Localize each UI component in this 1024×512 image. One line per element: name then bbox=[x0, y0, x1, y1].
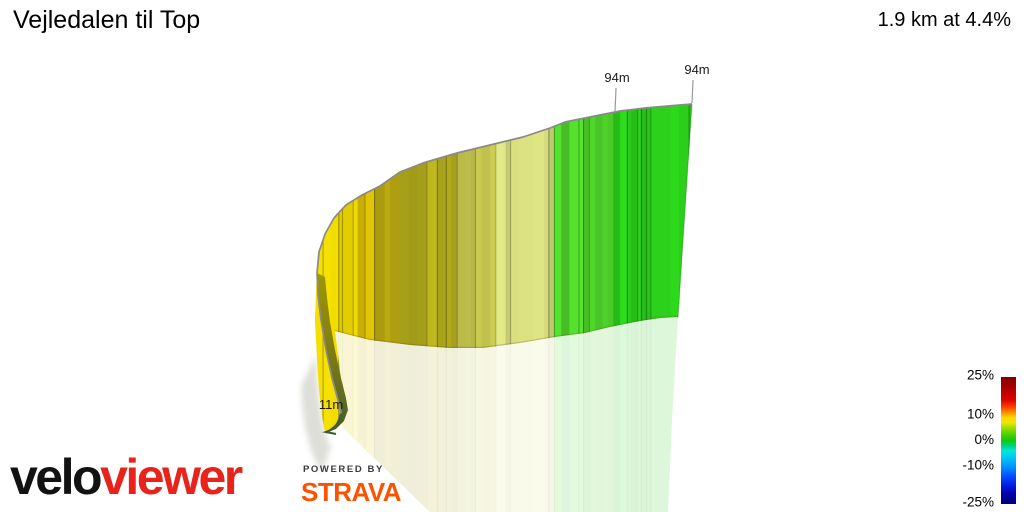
elevation-annotation: 11m bbox=[319, 397, 343, 412]
start-edge-band bbox=[317, 273, 348, 433]
legend-label: -25% bbox=[962, 495, 994, 510]
front-edge-shadow bbox=[301, 355, 331, 472]
powered-by-label: POWERED BY bbox=[303, 464, 384, 475]
elevation-annotation: 94m bbox=[604, 70, 629, 85]
elevation-tick bbox=[614, 87, 617, 112]
page-title: Vejledalen til Top bbox=[13, 6, 201, 34]
legend-label: 25% bbox=[967, 368, 994, 383]
strava-logo[interactable]: STRAVA bbox=[301, 477, 402, 507]
elevation-tick bbox=[691, 79, 694, 104]
climb-summary: 1.9 km at 4.4% bbox=[877, 9, 1011, 31]
veloviewer-logo-velo: velo bbox=[10, 449, 103, 505]
legend-label: 0% bbox=[974, 432, 994, 447]
gradient-legend: 25% 10% 0% -10% -25% bbox=[962, 368, 1016, 510]
legend-colorbar bbox=[1001, 377, 1016, 504]
start-point-mark bbox=[322, 413, 342, 435]
veloviewer-logo-viewer: viewer bbox=[100, 449, 243, 505]
elevation-annotation: 94m bbox=[684, 62, 709, 77]
veloviewer-logo[interactable]: veloviewer bbox=[10, 449, 243, 505]
profile-outline bbox=[316, 103, 693, 434]
legend-label: 10% bbox=[967, 407, 994, 422]
legend-label: -10% bbox=[962, 457, 994, 472]
